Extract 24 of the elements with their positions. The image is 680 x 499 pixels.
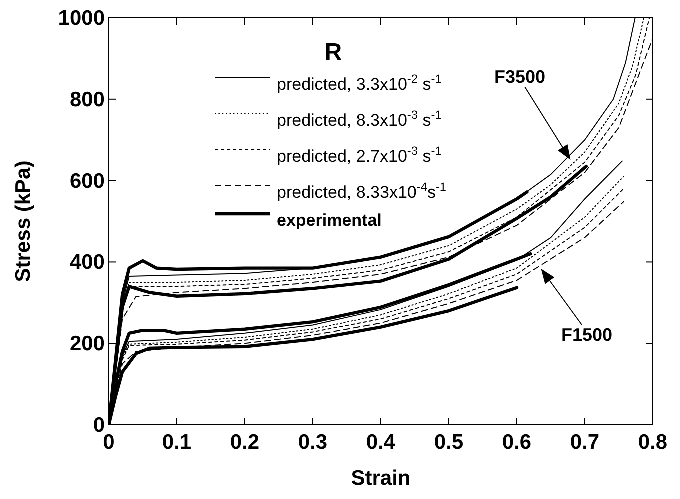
x-tick-label: 0.6 — [502, 431, 532, 454]
x-tick-label: 0.3 — [298, 431, 328, 454]
x-tick-label: 0.8 — [638, 431, 668, 454]
x-tick-label: 0.1 — [162, 431, 192, 454]
x-axis-title: Strain — [351, 467, 411, 490]
y-axis-title: Stress (kPa) — [12, 160, 35, 282]
x-tick-label: 0.7 — [570, 431, 600, 454]
legend-label: predicted, 8.3x10$^{-3}$ s$^{-1}$ — [277, 108, 442, 130]
y-tick-label: 400 — [70, 251, 105, 274]
text: R — [324, 39, 342, 66]
legend-label: experimental — [277, 211, 382, 230]
x-tick-label: 0.2 — [230, 431, 260, 454]
y-tick-label: 600 — [70, 170, 105, 193]
x-tick-label: 0.5 — [434, 431, 464, 454]
annotation: F1500 — [561, 325, 613, 345]
y-tick-label: 0 — [93, 414, 105, 437]
legend-label: predicted, 8.33x10$^{-4}$s$^{-1}$ — [277, 180, 447, 202]
y-tick-label: 200 — [70, 332, 105, 356]
y-tick-label: 1000 — [58, 7, 105, 30]
legend-label: predicted, 3.3x10$^{-2}$ s$^{-1}$ — [277, 72, 442, 94]
x-tick-label: 0.4 — [366, 431, 396, 454]
y-tick-label: 800 — [70, 88, 105, 112]
legend-label: predicted, 2.7x10$^{-3}$ s$^{-1}$ — [277, 144, 442, 166]
annotation: F3500 — [494, 67, 546, 87]
